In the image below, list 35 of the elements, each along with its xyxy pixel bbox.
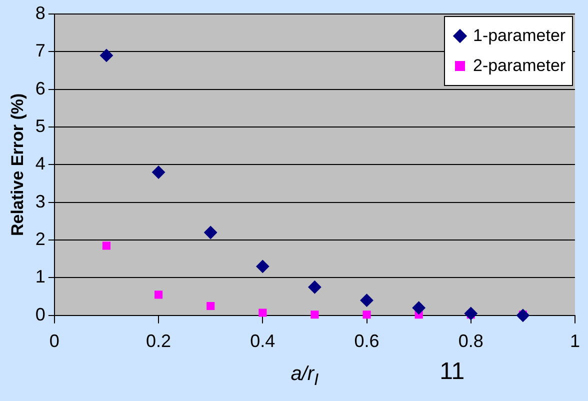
x-tick-label: 0.8 bbox=[458, 331, 484, 352]
legend-label: 2-parameter bbox=[472, 55, 566, 77]
x-tick-label: 0.4 bbox=[250, 331, 276, 352]
x-tick-label: 0 bbox=[49, 331, 60, 352]
point bbox=[362, 310, 371, 319]
y-tick-label: 4 bbox=[35, 154, 46, 174]
point bbox=[516, 308, 530, 322]
legend-label: 1-parameter bbox=[472, 25, 566, 47]
y-tick-label: 7 bbox=[35, 40, 46, 61]
text: 11 bbox=[440, 358, 465, 386]
point bbox=[256, 260, 270, 273]
point bbox=[412, 301, 426, 314]
point bbox=[152, 166, 166, 179]
point bbox=[206, 302, 215, 310]
y-tick-label: 3 bbox=[35, 191, 46, 212]
y-axis-title: Relative Error (%) bbox=[8, 93, 27, 236]
point bbox=[464, 307, 478, 320]
y-tick-label: 8 bbox=[35, 2, 46, 23]
point bbox=[100, 48, 113, 62]
x-tick-label: 1 bbox=[570, 331, 580, 352]
x-tick-label: 0.6 bbox=[354, 331, 380, 352]
y-tick-label: 6 bbox=[35, 78, 46, 98]
point bbox=[204, 226, 218, 240]
point bbox=[308, 280, 322, 294]
y-tick-label: 0 bbox=[35, 304, 46, 324]
point bbox=[102, 242, 111, 250]
y-tick-label: 5 bbox=[35, 116, 46, 136]
point bbox=[258, 308, 267, 317]
x-axis-title: a/r$_{I}$ bbox=[290, 363, 319, 390]
x-tick-label: 0.2 bbox=[146, 331, 172, 352]
point bbox=[154, 290, 163, 299]
point bbox=[360, 294, 374, 307]
point bbox=[310, 310, 319, 319]
y-tick-label: 1 bbox=[35, 266, 46, 287]
y-tick-label: 2 bbox=[35, 229, 46, 250]
